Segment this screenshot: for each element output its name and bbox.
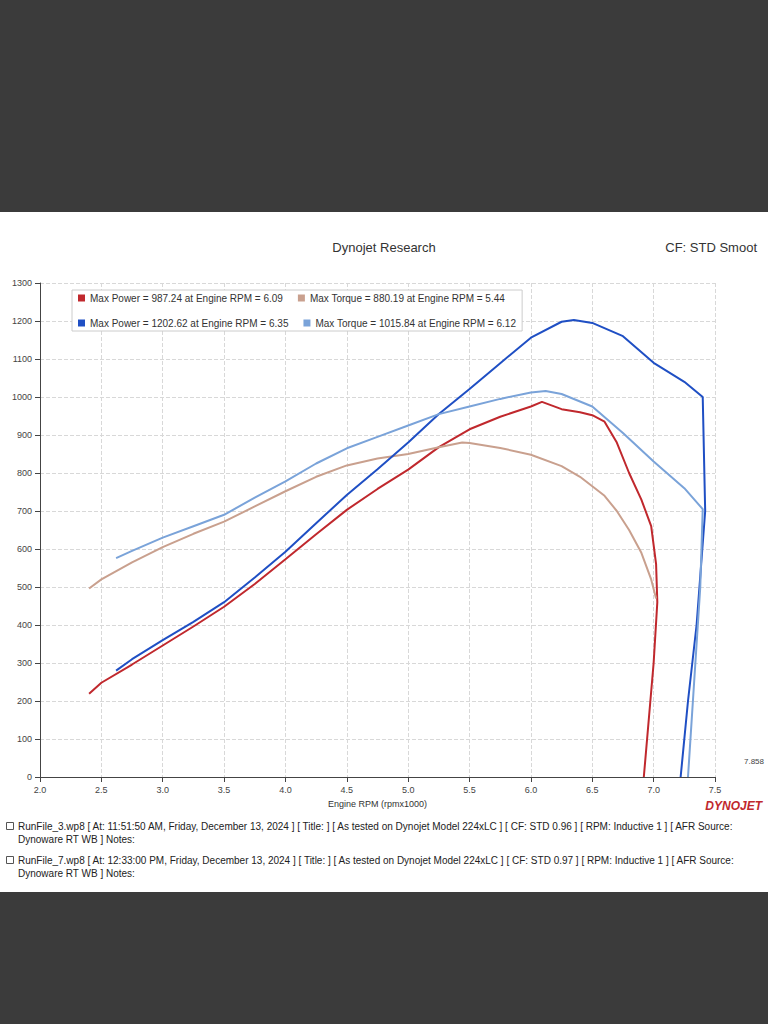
svg-text:800: 800 bbox=[17, 468, 32, 478]
svg-text:0: 0 bbox=[27, 772, 32, 782]
svg-text:7.5: 7.5 bbox=[709, 785, 722, 795]
svg-text:200: 200 bbox=[17, 696, 32, 706]
svg-text:6.0: 6.0 bbox=[525, 785, 538, 795]
svg-text:3.5: 3.5 bbox=[218, 785, 231, 795]
svg-text:RunFile_3.wp8 [ At: 11:51:50 A: RunFile_3.wp8 [ At: 11:51:50 AM, Friday,… bbox=[18, 821, 735, 832]
svg-text:3.0: 3.0 bbox=[156, 785, 169, 795]
svg-text:400: 400 bbox=[17, 620, 32, 630]
svg-text:1100: 1100 bbox=[13, 354, 32, 364]
svg-text:1300: 1300 bbox=[12, 278, 32, 288]
svg-text:7.0: 7.0 bbox=[647, 785, 660, 795]
svg-text:700: 700 bbox=[17, 506, 32, 516]
svg-text:100: 100 bbox=[17, 734, 32, 744]
svg-text:2.0: 2.0 bbox=[34, 785, 47, 795]
svg-text:900: 900 bbox=[17, 430, 32, 440]
svg-text:600: 600 bbox=[17, 544, 32, 554]
svg-text:Max Power = 1202.62 at Engine: Max Power = 1202.62 at Engine RPM = 6.35 bbox=[90, 318, 289, 329]
svg-text:Dynojet Research: Dynojet Research bbox=[332, 240, 435, 255]
svg-text:4.0: 4.0 bbox=[279, 785, 292, 795]
svg-text:7.858: 7.858 bbox=[744, 757, 765, 766]
svg-text:300: 300 bbox=[17, 658, 32, 668]
svg-text:Max Power = 987.24 at Engine R: Max Power = 987.24 at Engine RPM = 6.09 bbox=[90, 293, 283, 304]
svg-text:CF: STD Smoot: CF: STD Smoot bbox=[665, 240, 757, 255]
svg-text:Dynoware RT WB ] Notes:: Dynoware RT WB ] Notes: bbox=[18, 868, 135, 879]
svg-text:DYNOJET: DYNOJET bbox=[705, 799, 763, 813]
svg-text:Max Torque = 880.19 at Engine: Max Torque = 880.19 at Engine RPM = 5.44 bbox=[310, 293, 505, 304]
svg-text:Dynoware RT WB ] Notes:: Dynoware RT WB ] Notes: bbox=[18, 834, 135, 845]
svg-text:5.5: 5.5 bbox=[463, 785, 476, 795]
svg-text:1000: 1000 bbox=[12, 392, 32, 402]
svg-text:4.5: 4.5 bbox=[341, 785, 354, 795]
svg-text:RunFile_7.wp8 [ At: 12:33:00 P: RunFile_7.wp8 [ At: 12:33:00 PM, Friday,… bbox=[18, 855, 736, 866]
svg-text:5.0: 5.0 bbox=[402, 785, 415, 795]
svg-text:500: 500 bbox=[17, 582, 32, 592]
svg-text:6.5: 6.5 bbox=[586, 785, 599, 795]
svg-text:2.5: 2.5 bbox=[95, 785, 108, 795]
svg-text:Max Torque = 1015.84 at Engine: Max Torque = 1015.84 at Engine RPM = 6.1… bbox=[315, 318, 516, 329]
svg-text:Engine RPM (rpmx1000): Engine RPM (rpmx1000) bbox=[328, 799, 427, 809]
svg-text:1200: 1200 bbox=[12, 316, 32, 326]
